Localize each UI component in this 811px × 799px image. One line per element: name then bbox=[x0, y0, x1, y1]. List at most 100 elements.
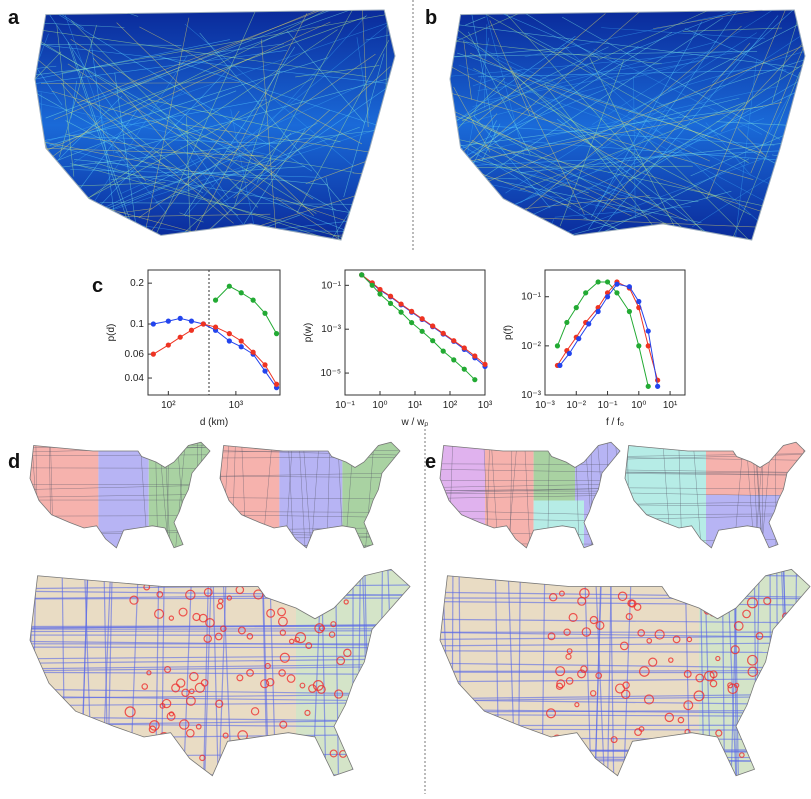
data-point bbox=[462, 367, 467, 372]
x-axis-label: w / w₀ bbox=[401, 417, 429, 428]
data-point bbox=[472, 377, 477, 382]
data-point bbox=[151, 352, 156, 357]
data-point bbox=[239, 338, 244, 343]
region bbox=[706, 495, 805, 550]
data-point bbox=[655, 384, 660, 389]
x-tick-label: 10¹ bbox=[408, 400, 423, 411]
data-point bbox=[555, 343, 560, 348]
data-point bbox=[462, 345, 467, 350]
data-point bbox=[576, 336, 581, 341]
y-tick-label: 10⁻² bbox=[521, 341, 541, 352]
x-tick-label: 10¹ bbox=[663, 400, 678, 411]
data-point bbox=[596, 279, 601, 284]
data-point bbox=[239, 344, 244, 349]
data-point bbox=[189, 319, 194, 324]
region bbox=[584, 501, 620, 551]
data-point bbox=[274, 331, 279, 336]
figure: a b c d e 10²10³0.040.060.10.2d (km)p(d)… bbox=[0, 0, 811, 794]
state-border bbox=[30, 548, 210, 551]
panel-label: e bbox=[425, 451, 436, 473]
state-border bbox=[440, 573, 810, 576]
data-point bbox=[359, 272, 364, 277]
state-border bbox=[30, 443, 210, 446]
data-point bbox=[262, 311, 267, 316]
data-point bbox=[472, 353, 477, 358]
x-tick-label: 10³ bbox=[229, 400, 244, 411]
data-point bbox=[646, 328, 651, 333]
data-point bbox=[262, 362, 267, 367]
hotspot bbox=[297, 742, 302, 747]
hotspot bbox=[755, 714, 761, 720]
data-point bbox=[627, 309, 632, 314]
map bbox=[27, 565, 410, 780]
plot-frame bbox=[545, 270, 685, 395]
hotspot bbox=[773, 736, 782, 745]
map bbox=[625, 440, 811, 550]
state-border bbox=[440, 760, 810, 761]
hotspot bbox=[550, 741, 560, 751]
y-tick-label: 10⁻¹ bbox=[521, 292, 541, 303]
data-point bbox=[586, 321, 591, 326]
y-axis-label: p(w) bbox=[303, 323, 314, 342]
hotspot bbox=[292, 749, 298, 755]
region bbox=[625, 440, 706, 550]
plot-frame bbox=[345, 270, 485, 395]
data-point bbox=[227, 338, 232, 343]
data-point bbox=[398, 310, 403, 315]
data-point bbox=[409, 309, 414, 314]
hotspot bbox=[786, 679, 793, 686]
hotspot bbox=[718, 593, 727, 602]
map bbox=[440, 437, 623, 550]
data-point bbox=[420, 329, 425, 334]
data-point bbox=[614, 290, 619, 295]
data-point bbox=[614, 282, 619, 287]
data-point bbox=[409, 320, 414, 325]
data-point bbox=[377, 287, 382, 292]
data-point bbox=[377, 291, 382, 296]
data-point bbox=[420, 316, 425, 321]
panel-label: a bbox=[8, 7, 20, 29]
data-point bbox=[251, 350, 256, 355]
state-border bbox=[30, 569, 410, 570]
hotspot bbox=[769, 667, 775, 673]
map bbox=[440, 565, 810, 780]
state-border bbox=[220, 545, 400, 546]
y-tick-label: 0.06 bbox=[125, 349, 145, 360]
data-point bbox=[189, 328, 194, 333]
hotspot bbox=[657, 751, 663, 757]
hotspot bbox=[677, 743, 687, 753]
edge bbox=[459, 161, 470, 182]
y-tick-label: 10⁻¹ bbox=[321, 280, 341, 291]
data-point bbox=[567, 351, 572, 356]
region bbox=[534, 440, 575, 501]
state-border bbox=[220, 440, 222, 550]
data-point bbox=[574, 305, 579, 310]
x-tick-label: 10⁻² bbox=[566, 400, 586, 411]
state-border bbox=[440, 437, 620, 440]
hotspot bbox=[241, 744, 251, 754]
hotspot bbox=[349, 711, 354, 716]
data-point bbox=[239, 290, 244, 295]
y-axis-label: p(f) bbox=[503, 325, 514, 340]
y-axis-label: p(d) bbox=[106, 324, 117, 342]
hotspot bbox=[762, 716, 769, 723]
data-point bbox=[166, 342, 171, 347]
data-point bbox=[388, 294, 393, 299]
plot-frame bbox=[148, 270, 280, 395]
edge bbox=[343, 231, 359, 249]
state-border bbox=[440, 671, 810, 672]
x-tick-label: 10³ bbox=[478, 400, 493, 411]
data-point bbox=[201, 321, 206, 326]
data-point bbox=[451, 357, 456, 362]
data-point bbox=[213, 324, 218, 329]
data-point bbox=[646, 384, 651, 389]
panel-label: b bbox=[425, 7, 437, 29]
x-tick-label: 10⁻¹ bbox=[598, 400, 618, 411]
data-point bbox=[605, 294, 610, 299]
series-line bbox=[153, 324, 276, 384]
data-point bbox=[274, 382, 279, 387]
hotspot bbox=[310, 744, 315, 749]
data-point bbox=[151, 321, 156, 326]
map bbox=[220, 440, 400, 550]
data-point bbox=[388, 301, 393, 306]
